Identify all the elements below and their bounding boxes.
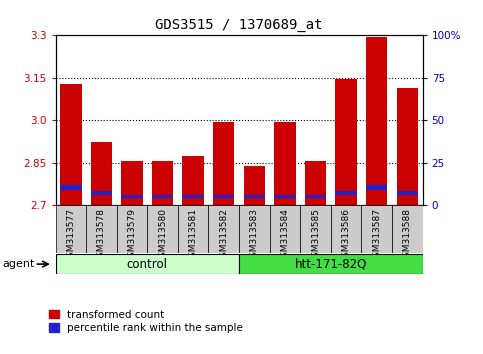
Bar [147,205,178,253]
Bar [56,205,86,253]
Bar [335,191,357,195]
Text: GSM313587: GSM313587 [372,208,381,263]
Bar [91,142,112,205]
Bar [152,161,173,205]
Text: GSM313583: GSM313583 [250,208,259,263]
Bar [121,161,143,205]
Text: GSM313579: GSM313579 [128,208,137,263]
Bar [392,205,423,253]
Text: GSM313578: GSM313578 [97,208,106,263]
Bar [274,122,296,205]
Bar [183,156,204,205]
Text: GSM313584: GSM313584 [281,208,289,263]
Bar [244,166,265,205]
Bar [239,254,423,274]
Bar [366,185,387,190]
Bar [183,195,204,198]
Bar [305,161,327,205]
Bar [305,195,327,198]
Text: GSM313588: GSM313588 [403,208,412,263]
Bar [239,205,270,253]
Bar [91,191,112,195]
Text: agent: agent [3,259,35,269]
Bar [121,195,143,198]
Bar [152,195,173,198]
Bar [366,37,387,205]
Bar [397,88,418,205]
Text: control: control [127,258,168,270]
Bar [178,205,209,253]
Bar [397,191,418,195]
Text: GSM313580: GSM313580 [158,208,167,263]
Bar [60,185,82,190]
Bar [361,205,392,253]
Text: htt-171-82Q: htt-171-82Q [295,258,367,270]
Bar [274,195,296,198]
Text: GSM313582: GSM313582 [219,208,228,263]
Bar [331,205,361,253]
Text: GSM313586: GSM313586 [341,208,351,263]
Bar [300,205,331,253]
Bar [117,205,147,253]
Text: GSM313577: GSM313577 [66,208,75,263]
Bar [209,205,239,253]
Text: GSM313581: GSM313581 [189,208,198,263]
Text: GSM313585: GSM313585 [311,208,320,263]
Bar [56,254,239,274]
Bar [60,84,82,205]
Bar [213,195,235,198]
Legend: transformed count, percentile rank within the sample: transformed count, percentile rank withi… [49,310,243,333]
Bar [213,122,235,205]
Bar [244,195,265,198]
Bar [335,79,357,205]
Bar [270,205,300,253]
Bar [86,205,117,253]
Title: GDS3515 / 1370689_at: GDS3515 / 1370689_at [156,18,323,32]
